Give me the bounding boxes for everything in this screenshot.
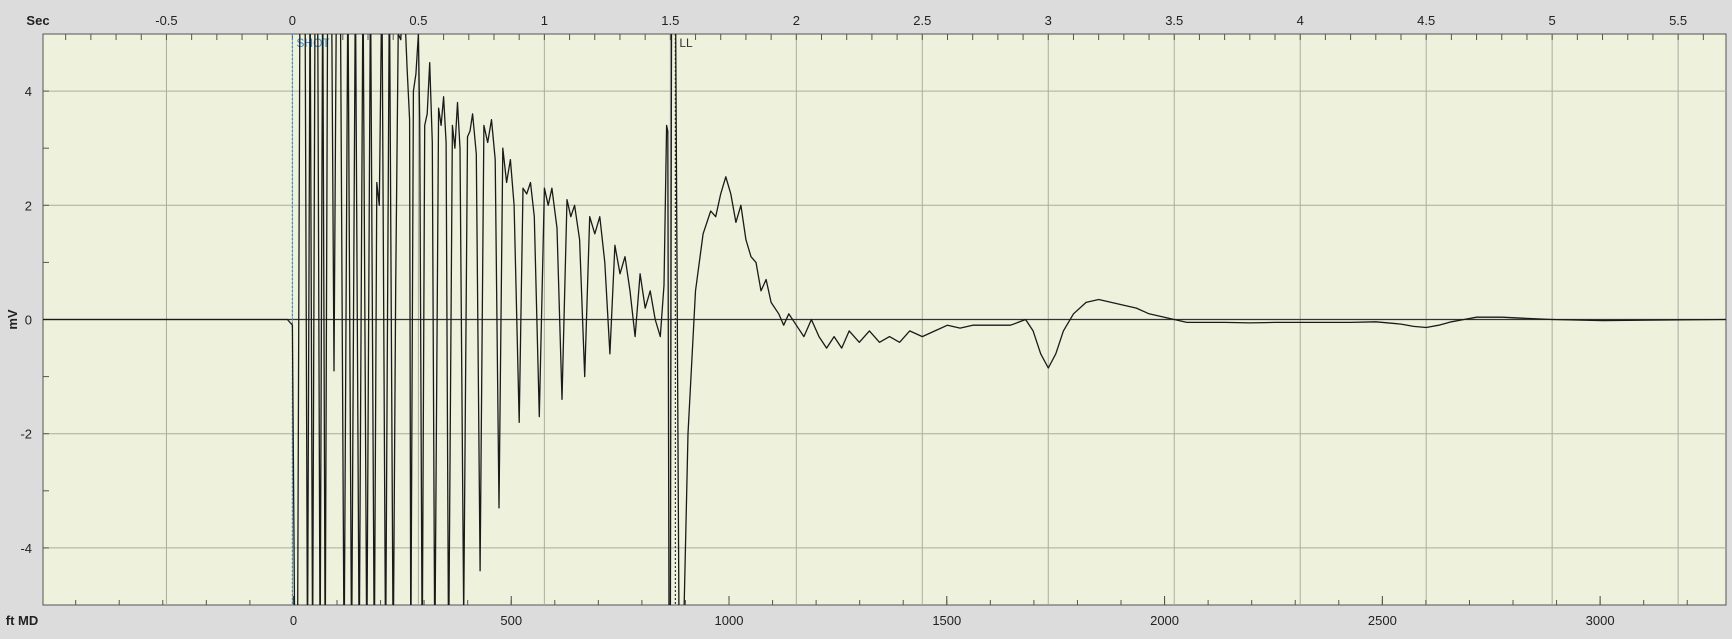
marker-label-ll: LL: [679, 36, 693, 50]
bottom-tick-label: 1500: [932, 613, 961, 628]
y-tick-label: 0: [25, 313, 32, 328]
bottom-tick-label: 3000: [1586, 613, 1615, 628]
y-tick-label: 2: [25, 198, 32, 213]
bottom-tick-label: 500: [500, 613, 522, 628]
top-tick-label: 3.5: [1165, 13, 1183, 28]
top-tick-label: 0.5: [409, 13, 427, 28]
top-tick-label: 2.5: [913, 13, 931, 28]
top-tick-label: 1: [541, 13, 548, 28]
top-tick-label: 2: [793, 13, 800, 28]
y-tick-label: -2: [20, 427, 32, 442]
bottom-tick-label: 1000: [715, 613, 744, 628]
minor-ticks: [43, 33, 1704, 606]
bottom-tick-label: 2000: [1150, 613, 1179, 628]
top-tick-label: 4.5: [1417, 13, 1435, 28]
top-tick-label: 4: [1297, 13, 1304, 28]
series-group: [43, 34, 1726, 605]
y-tick-label: 4: [25, 84, 32, 99]
bottom-tick-label: 0: [290, 613, 297, 628]
top-tick-label: -0.5: [155, 13, 177, 28]
axis-labels: -0.5 0 0.5 1 1.5 2 2.5 3 3.5 4 4.5 5 5.5 4 2 0 -2 -4 0 500 1…: [5, 13, 1687, 628]
bottom-axis-unit: ft MD: [6, 613, 39, 628]
marker-label-shot: SHOT: [296, 36, 330, 50]
top-tick-label: 3: [1045, 13, 1052, 28]
top-tick-label: 0: [289, 13, 296, 28]
bottom-tick-label: 2500: [1368, 613, 1397, 628]
y-axis-unit: mV: [5, 309, 20, 330]
top-tick-label: 5.5: [1669, 13, 1687, 28]
top-tick-label: 1.5: [661, 13, 679, 28]
top-tick-label: 5: [1549, 13, 1556, 28]
y-tick-label: -4: [20, 541, 32, 556]
data-series-line: [43, 34, 1726, 605]
top-axis-unit: Sec: [26, 13, 49, 28]
